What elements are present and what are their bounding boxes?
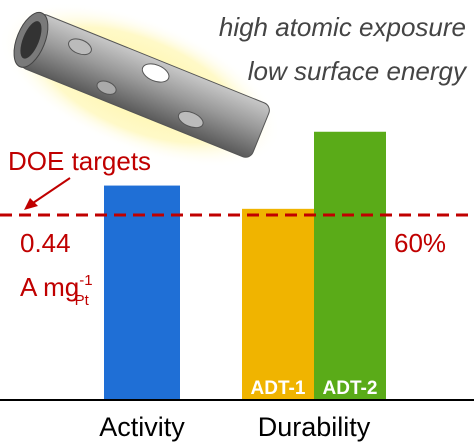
category-label: Activity [99,412,185,442]
headline: low surface energy [248,56,468,86]
bar-label: ADT-2 [323,378,378,399]
bar [242,208,314,400]
activity-target: 0.44 [20,228,71,258]
unit-part: Pt [75,292,90,309]
category-label: Durability [258,412,371,442]
unit-part: A mg [20,272,79,302]
bar [314,131,386,400]
bar-label: ADT-1 [251,378,306,399]
arrow-head [24,198,38,210]
nanotube-illustration [0,2,282,168]
bar [104,185,180,400]
unit-part: -1 [79,272,92,289]
target-title: DOE targets [8,146,151,176]
target-arrow [29,177,71,206]
durability-target: 60% [394,228,446,258]
activity-target-unit: A mg-1 Pt [20,272,93,309]
chart: Activity ADT-1 ADT-2 Durability DOE targets 0… [0,131,474,442]
headline: high atomic exposure [219,12,466,42]
